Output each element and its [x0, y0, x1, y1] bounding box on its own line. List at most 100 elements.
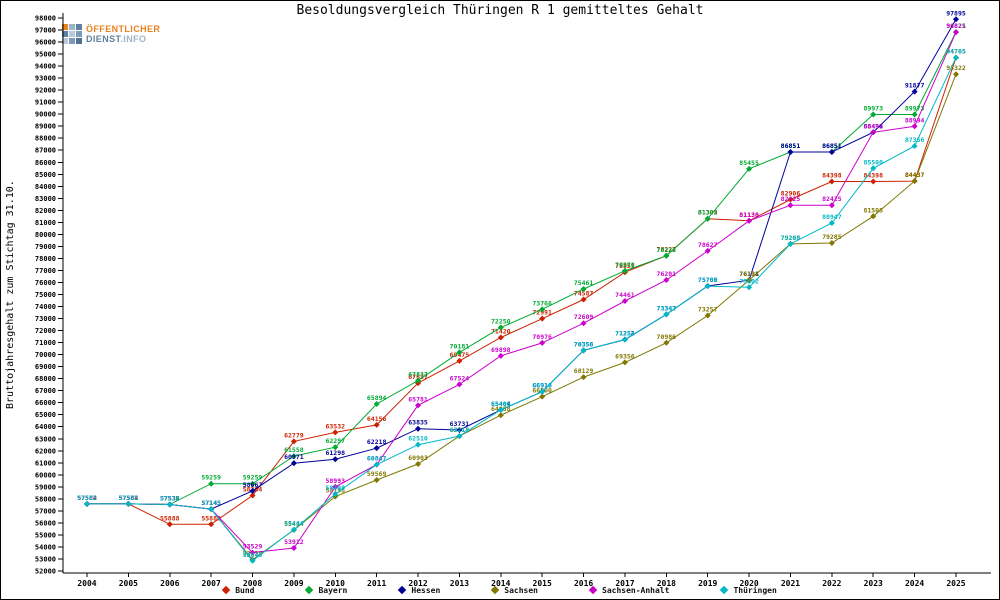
- point-label: 75602: [739, 277, 759, 285]
- point-label: 89973: [863, 104, 883, 112]
- x-tick-label: 2009: [284, 579, 303, 588]
- chart-legend: Bund Bayern Hessen Sachsen Sachsen-Anhal…: [1, 583, 999, 597]
- logo-text-info: .INFO: [120, 34, 147, 44]
- point-label: 73342: [657, 304, 677, 312]
- legend-label-sachsen: Sachsen: [504, 585, 538, 595]
- data-point: [290, 545, 297, 552]
- data-point: [911, 88, 918, 95]
- data-point: [497, 406, 504, 413]
- y-tick-label: 85000: [35, 171, 56, 179]
- x-tick-label: 2011: [367, 579, 386, 588]
- y-tick-label: 76000: [35, 279, 56, 287]
- point-label: 96821: [946, 22, 966, 30]
- x-tick-label: 2005: [119, 579, 138, 588]
- point-label: 58198: [325, 486, 345, 494]
- point-label: 57145: [201, 499, 221, 507]
- data-point: [870, 129, 877, 136]
- point-label: 84437: [905, 171, 925, 179]
- x-tick-label: 2020: [739, 579, 758, 588]
- series-Bund: 5758457584558885588858284627796353264156…: [77, 48, 966, 528]
- point-label: 57582: [77, 494, 97, 502]
- point-label: 57145: [201, 499, 221, 507]
- x-tick-label: 2007: [202, 579, 221, 588]
- point-label: 91877: [905, 82, 925, 90]
- data-point: [787, 202, 794, 209]
- y-tick-label: 77000: [35, 267, 56, 275]
- point-label: 66916: [532, 382, 552, 390]
- data-point: [704, 283, 711, 290]
- logo-text: ÖFFENTLICHER DIENST.INFO: [86, 24, 160, 44]
- series-line: [87, 57, 957, 562]
- point-label: 58667: [243, 481, 263, 489]
- y-tick-label: 82000: [35, 207, 56, 215]
- series-Bayern: 57582 57582 57536 59259 59259 61558 62297 65894…: [77, 22, 966, 508]
- data-point: [828, 202, 835, 209]
- point-label: 55414: [284, 520, 304, 528]
- y-tick-label: 55000: [35, 531, 56, 539]
- y-tick-label: 56000: [35, 519, 56, 527]
- point-label: 62218: [367, 438, 387, 446]
- data-point: [373, 445, 380, 452]
- data-point: [456, 381, 463, 388]
- legend-marker-bayern: [305, 585, 314, 595]
- point-label: 60971: [284, 453, 304, 461]
- point-label: 57582: [77, 494, 97, 502]
- data-point: [290, 438, 297, 445]
- y-tick-label: 93000: [35, 75, 56, 83]
- data-point: [580, 285, 587, 292]
- point-label: 72250: [491, 318, 511, 326]
- point-label: 63218: [450, 426, 470, 434]
- point-label: 60903: [408, 454, 428, 462]
- x-tick-label: 2008: [243, 579, 262, 588]
- data-point: [125, 500, 132, 507]
- y-tick-label: 65000: [35, 411, 56, 419]
- point-label: 57532: [160, 494, 180, 502]
- point-label: 97895: [946, 9, 966, 17]
- y-tick-label: 62000: [35, 447, 56, 455]
- y-tick-label: 78000: [35, 255, 56, 263]
- point-label: 96825: [946, 22, 966, 30]
- series-Hessen: 57582 57582 57532 57145 58667 60971 61298 62218…: [77, 9, 966, 513]
- data-point: [953, 54, 959, 61]
- series-line: [87, 57, 957, 525]
- point-label: 75700: [698, 276, 718, 284]
- y-tick-label: 84000: [35, 183, 56, 191]
- y-tick-label: 54000: [35, 543, 56, 551]
- data-point: [704, 247, 711, 254]
- point-label: 57532: [160, 494, 180, 502]
- y-tick-label: 52000: [35, 568, 56, 576]
- x-tick-label: 2013: [450, 579, 469, 588]
- point-label: 65894: [367, 394, 387, 402]
- data-point: [290, 453, 297, 460]
- y-tick-label: 81000: [35, 219, 56, 227]
- point-label: 78223: [657, 246, 677, 254]
- point-label: 81505: [863, 206, 883, 214]
- point-label: 72609: [574, 313, 594, 321]
- y-tick-label: 92000: [35, 87, 56, 95]
- point-label: 84398: [863, 172, 883, 180]
- point-label: 58993: [325, 477, 345, 485]
- legend-marker-thueringen: [720, 585, 729, 595]
- legend-item-bund: Bund: [221, 586, 254, 595]
- y-tick-label: 75000: [35, 291, 56, 299]
- legend-item-sachsen-anhalt: Sachsen-Anhalt: [588, 586, 669, 595]
- y-tick-label: 79000: [35, 243, 56, 251]
- y-axis-ticks: 52000 53000 54000 55000 56000 57000 58000 59000…: [35, 15, 63, 576]
- data-point: [828, 220, 835, 227]
- data-point: [415, 402, 422, 409]
- data-point: [249, 487, 256, 494]
- point-label: 76198: [739, 270, 759, 278]
- y-tick-label: 71000: [35, 339, 56, 347]
- point-label: 55888: [160, 514, 180, 522]
- legend-marker-sachsen: [491, 585, 500, 595]
- data-point: [249, 492, 256, 499]
- point-label: 70181: [450, 342, 470, 350]
- data-point: [621, 336, 628, 343]
- point-label: 53912: [284, 538, 304, 546]
- y-tick-label: 80000: [35, 231, 56, 239]
- point-label: 79285: [822, 233, 842, 241]
- data-point: [249, 557, 256, 564]
- data-point: [911, 178, 918, 185]
- series-line: [87, 19, 957, 510]
- point-label: 88994: [905, 116, 925, 124]
